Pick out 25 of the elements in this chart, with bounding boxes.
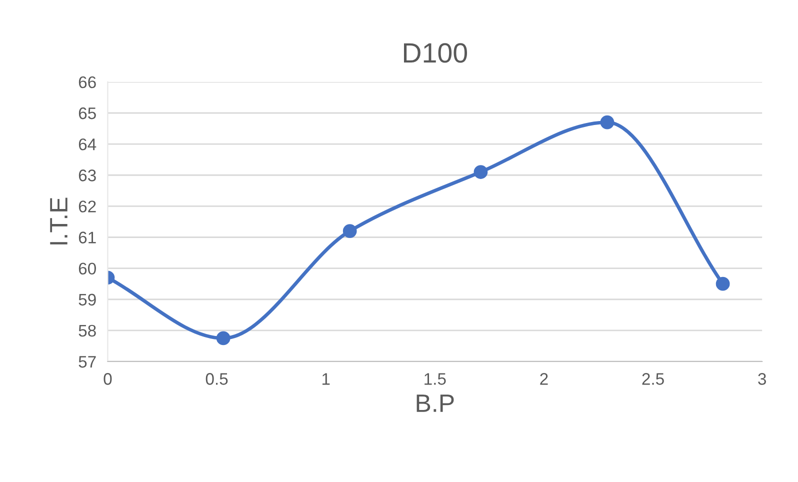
x-tick-label: 1 bbox=[322, 373, 330, 385]
x-tick-label: 0 bbox=[104, 373, 112, 385]
y-tick-label: 62 bbox=[78, 200, 96, 212]
y-tick-label: 57 bbox=[78, 356, 96, 368]
x-tick-label: 1.5 bbox=[424, 373, 446, 385]
point bbox=[342, 224, 357, 238]
x-tick-label: 2 bbox=[540, 373, 548, 385]
x-tick-label: 0.5 bbox=[206, 373, 228, 385]
point bbox=[216, 331, 230, 346]
x-tick-label: 3 bbox=[758, 373, 766, 385]
y-tick-label: 60 bbox=[78, 262, 96, 275]
y-axis-title: I.T.E bbox=[50, 198, 68, 244]
x-tick-label: 2.5 bbox=[642, 373, 664, 385]
point bbox=[474, 165, 488, 179]
point bbox=[600, 115, 614, 130]
y-tick-label: 65 bbox=[78, 107, 96, 120]
y-tick-label: 66 bbox=[78, 76, 96, 88]
chart-title: D100 bbox=[404, 43, 468, 63]
point bbox=[716, 276, 730, 291]
y-tick-label: 59 bbox=[78, 294, 96, 306]
y-tick-label: 63 bbox=[78, 170, 96, 182]
x-axis-title: B.P bbox=[416, 394, 454, 412]
y-tick-label: 58 bbox=[78, 324, 96, 337]
y-tick-label: 64 bbox=[78, 138, 96, 150]
y-tick-label: 61 bbox=[78, 232, 96, 244]
